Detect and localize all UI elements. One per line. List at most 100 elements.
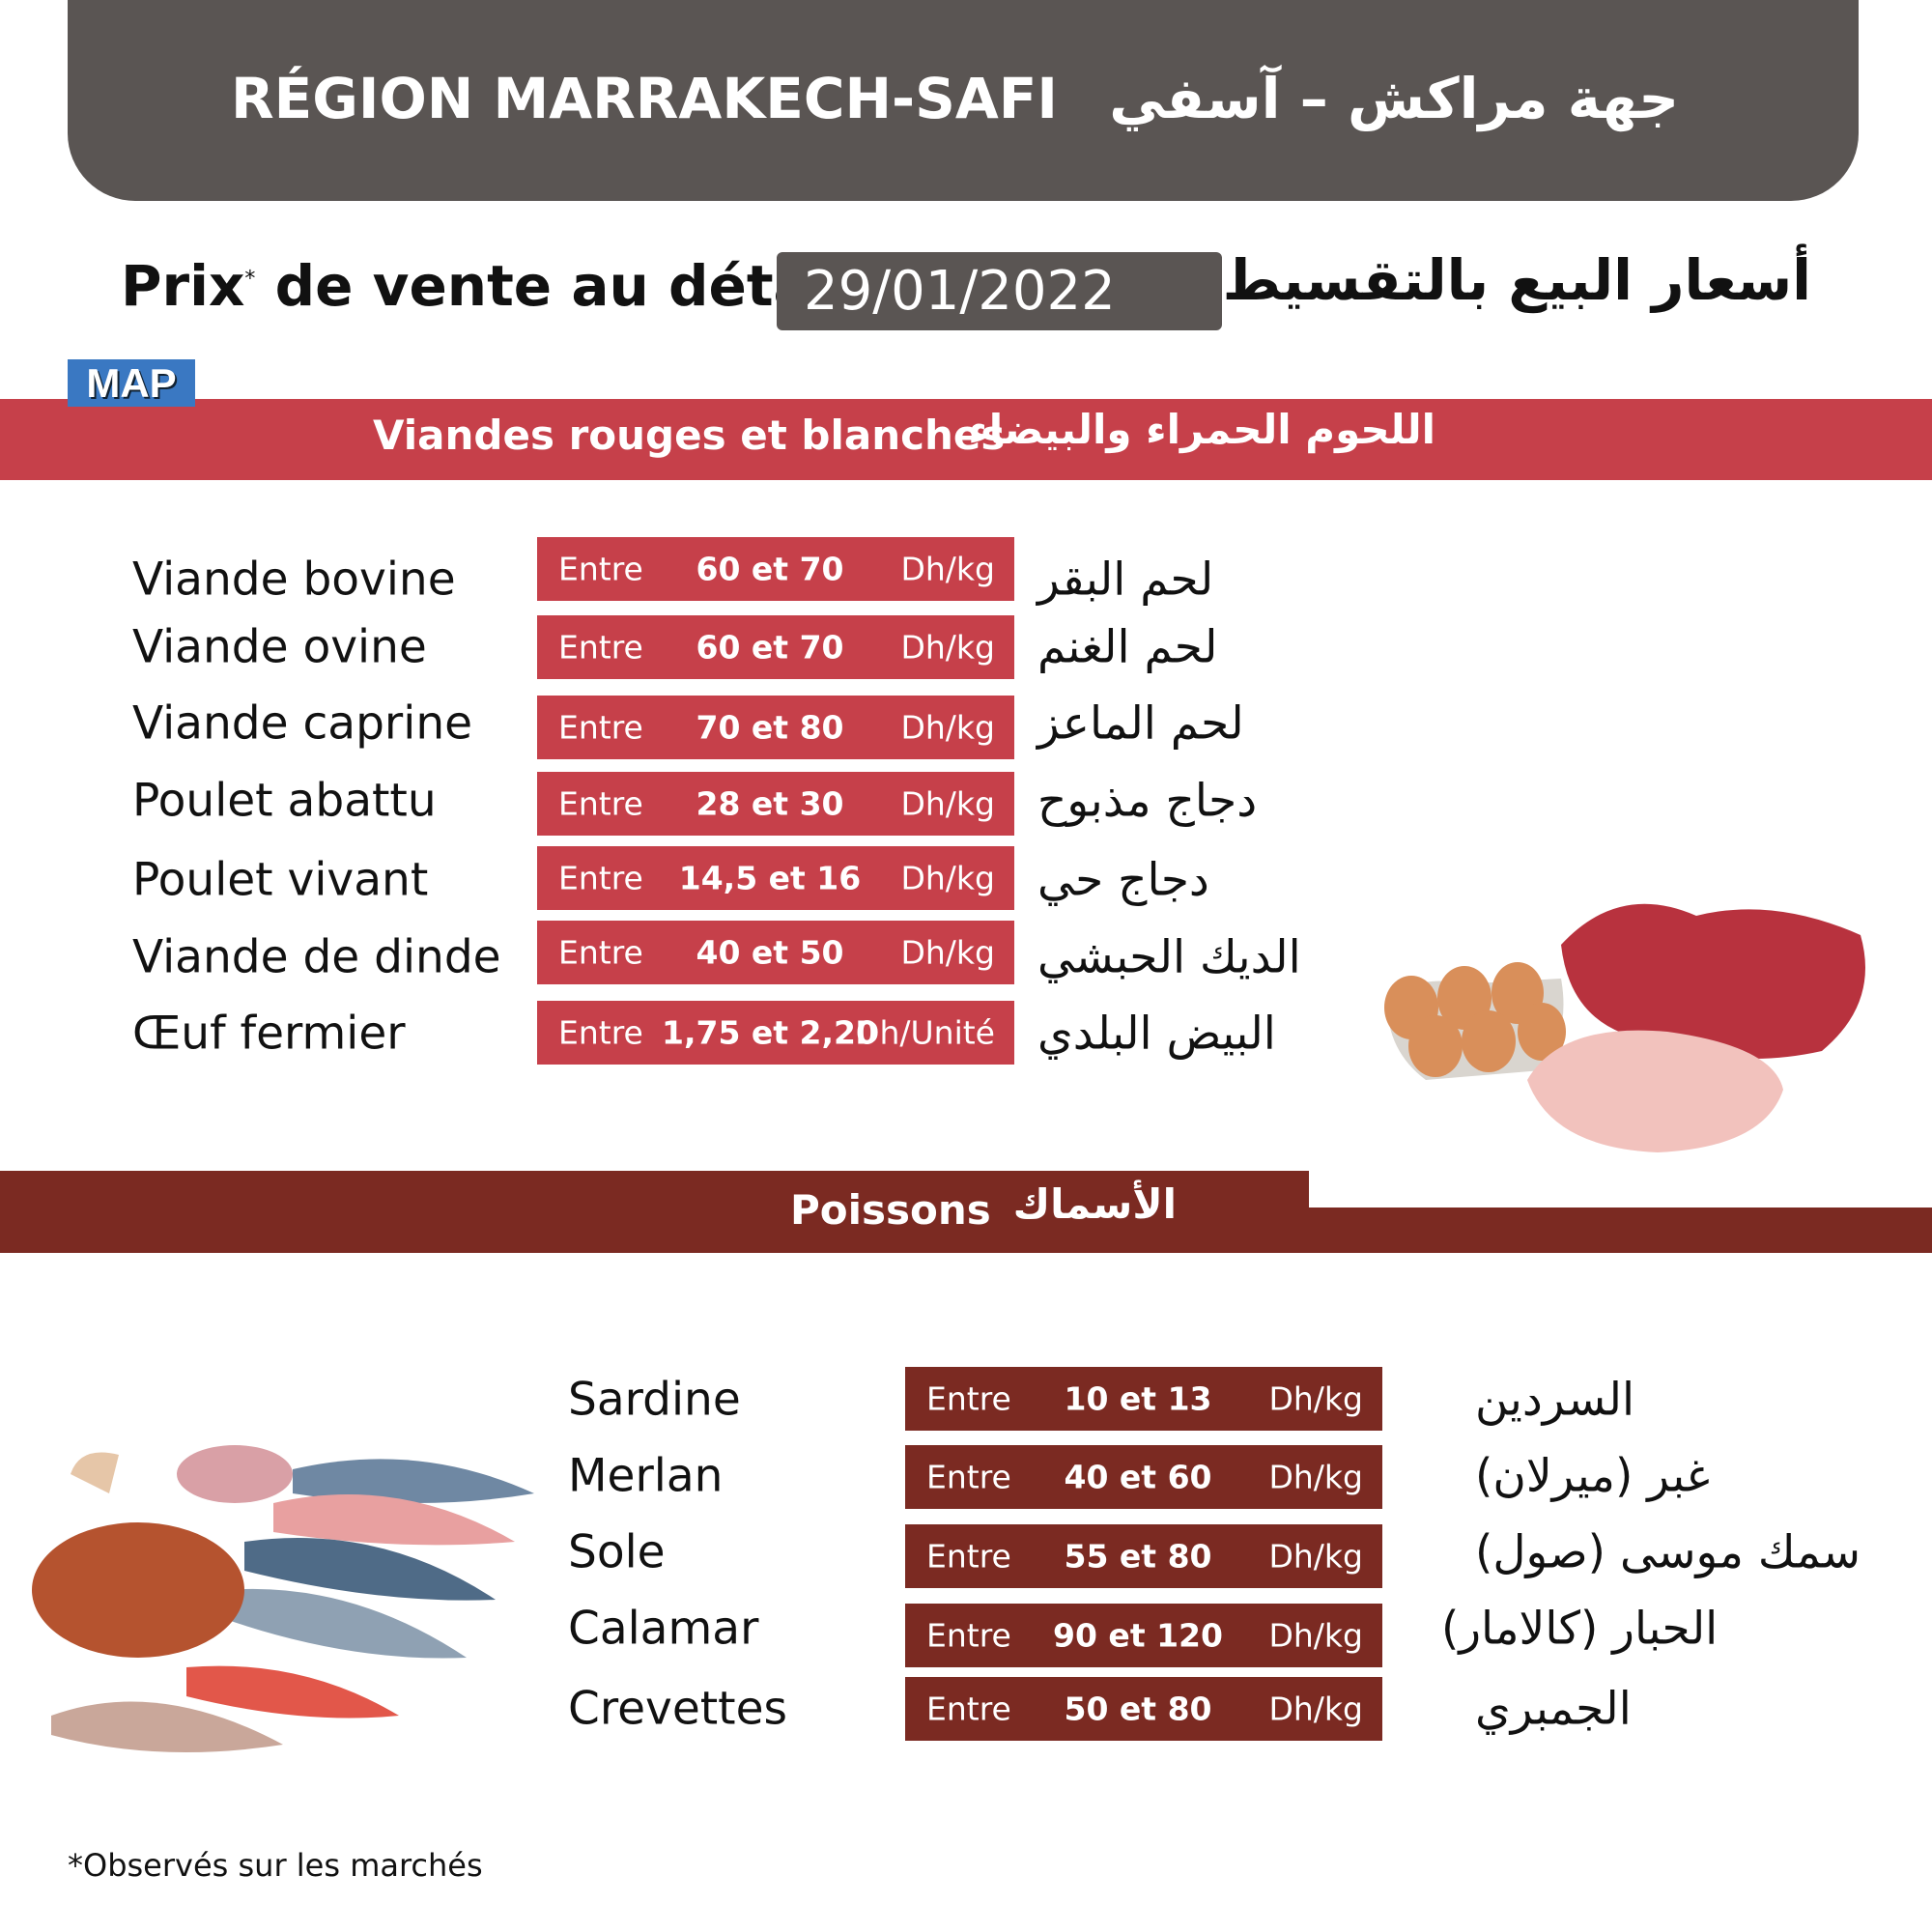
price-range: 90 et 120	[1053, 1616, 1223, 1655]
price-box: Entre 40 et 50 Dh/kg	[537, 921, 1014, 984]
price-unit: Dh/kg	[900, 933, 995, 972]
title-rest: de vente au détail	[255, 253, 850, 319]
price-range: 70 et 80	[696, 708, 844, 747]
fish-2	[273, 1494, 515, 1546]
price-box: Entre 70 et 80 Dh/kg	[537, 696, 1014, 759]
item-label-fr: Viande de dinde	[132, 930, 501, 984]
price-range: 10 et 13	[1064, 1379, 1212, 1418]
price-unit: Dh/kg	[1268, 1379, 1363, 1418]
item-label-fr: Œuf fermier	[132, 1007, 406, 1061]
price-range: 28 et 30	[696, 784, 844, 823]
price-range: 40 et 60	[1064, 1458, 1212, 1496]
eggs	[1384, 962, 1566, 1077]
price-unit: Dh/kg	[900, 859, 995, 897]
price-entre: Entre	[926, 1379, 1011, 1418]
date-badge: 29/01/2022	[777, 252, 1222, 330]
price-entre: Entre	[558, 628, 643, 667]
price-unit: Dh/kg	[900, 708, 995, 747]
item-label-ar: البيض البلدي	[1037, 1007, 1276, 1061]
price-entre: Entre	[926, 1458, 1011, 1496]
item-label-ar: غبر (ميرلان)	[1475, 1449, 1710, 1503]
page-title-fr: Prix* de vente au détail	[121, 253, 849, 319]
price-entre: Entre	[558, 933, 643, 972]
meat-title-ar: اللحوم الحمراء والبيضاء	[968, 406, 1435, 453]
item-label-fr: Crevettes	[568, 1682, 788, 1736]
item-label-ar: لحم الماعز	[1037, 696, 1244, 751]
shell	[71, 1452, 119, 1493]
item-label-ar: السردين	[1475, 1373, 1635, 1427]
octopus	[177, 1445, 293, 1503]
item-label-ar: دجاج مذبوح	[1037, 774, 1258, 828]
price-unit: Dh/kg	[900, 628, 995, 667]
fish-section-band	[0, 1171, 1309, 1253]
map-logo: MAP	[68, 359, 195, 407]
price-entre: Entre	[558, 708, 643, 747]
price-range: 60 et 70	[696, 628, 844, 667]
price-box: Entre 1,75 et 2,20 Dh/Unité	[537, 1001, 1014, 1065]
price-range: 55 et 80	[1064, 1537, 1212, 1576]
price-unit: Dh/kg	[1268, 1458, 1363, 1496]
item-label-fr: Viande bovine	[132, 553, 456, 607]
region-title-ar: جهة مراكش – آسفي	[1109, 66, 1679, 131]
price-entre: Entre	[558, 784, 643, 823]
price-entre: Entre	[558, 550, 643, 588]
item-label-fr: Calamar	[568, 1602, 759, 1656]
item-label-fr: Viande caprine	[132, 696, 473, 751]
price-box: Entre 90 et 120 Dh/kg	[905, 1604, 1382, 1667]
price-range: 14,5 et 16	[678, 859, 862, 897]
price-box: Entre 40 et 60 Dh/kg	[905, 1445, 1382, 1509]
fish-title-ar: الأسماك	[1012, 1180, 1177, 1228]
item-label-fr: Poulet vivant	[132, 853, 429, 907]
item-label-ar: لحم البقر	[1037, 553, 1214, 607]
item-label-fr: Poulet abattu	[132, 774, 437, 828]
meat-eggs-image	[1384, 903, 1865, 1152]
price-unit: Dh/kg	[900, 784, 995, 823]
item-label-fr: Sardine	[568, 1373, 741, 1427]
region-title-fr: RÉGION MARRAKECH-SAFI	[231, 66, 1058, 131]
item-label-fr: Merlan	[568, 1449, 724, 1503]
fish-3	[244, 1538, 496, 1601]
price-box: Entre 14,5 et 16 Dh/kg	[537, 846, 1014, 910]
price-box: Entre 28 et 30 Dh/kg	[537, 772, 1014, 836]
meat-section-band	[0, 399, 1932, 480]
price-box: Entre 50 et 80 Dh/kg	[905, 1677, 1382, 1741]
price-entre: Entre	[558, 1013, 643, 1052]
fish-title-fr: Poissons	[790, 1186, 991, 1234]
item-label-ar: دجاج حي	[1037, 853, 1209, 907]
seafood-image	[32, 1445, 534, 1752]
price-range: 50 et 80	[1064, 1690, 1212, 1728]
price-unit: Dh/kg	[900, 550, 995, 588]
chicken-breast	[1527, 1030, 1783, 1152]
item-label-ar: سمك موسى (صول)	[1475, 1525, 1861, 1579]
price-entre: Entre	[926, 1537, 1011, 1576]
red-mullet	[186, 1665, 399, 1719]
red-meat	[1561, 903, 1865, 1059]
footnote: *Observés sur les marchés	[68, 1847, 483, 1884]
shrimp	[51, 1701, 283, 1752]
price-unit: Dh/kg	[1268, 1537, 1363, 1576]
price-entre: Entre	[558, 859, 643, 897]
crab	[32, 1522, 244, 1658]
price-box: Entre 55 et 80 Dh/kg	[905, 1524, 1382, 1588]
page-title-ar: أسعار البيع بالتقسيط	[1222, 247, 1811, 313]
price-unit: Dh/Unité	[855, 1013, 995, 1052]
price-unit: Dh/kg	[1268, 1690, 1363, 1728]
title-prix: Prix	[121, 253, 245, 319]
fish-1	[293, 1459, 534, 1503]
header-banner	[68, 0, 1859, 201]
price-range: 1,75 et 2,20	[662, 1013, 878, 1052]
meat-title-fr: Viandes rouges et blanches	[373, 412, 1006, 459]
item-label-ar: الديك الحبشي	[1037, 930, 1301, 984]
price-unit: Dh/kg	[1268, 1616, 1363, 1655]
price-range: 60 et 70	[696, 550, 844, 588]
item-label-ar: لحم الغنم	[1037, 620, 1218, 674]
price-box: Entre 60 et 70 Dh/kg	[537, 615, 1014, 679]
item-label-ar: الحبار (كالامار)	[1441, 1602, 1719, 1656]
price-range: 40 et 50	[696, 933, 844, 972]
fish-4	[225, 1588, 467, 1659]
item-label-fr: Sole	[568, 1525, 666, 1579]
asterisk: *	[244, 267, 256, 292]
price-entre: Entre	[926, 1690, 1011, 1728]
price-entre: Entre	[926, 1616, 1011, 1655]
item-label-ar: الجمبري	[1475, 1682, 1632, 1736]
